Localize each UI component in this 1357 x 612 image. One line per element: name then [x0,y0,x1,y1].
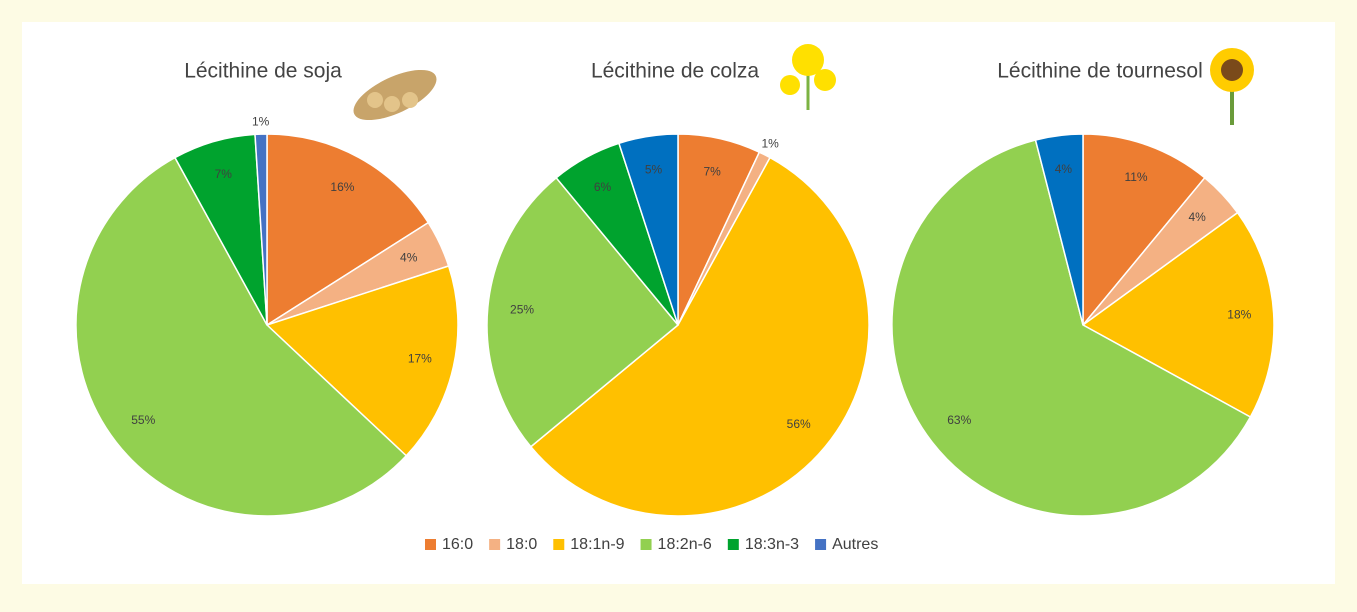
data-label: 63% [947,413,971,427]
legend-swatch [489,539,500,550]
data-label: 4% [400,250,418,264]
data-label: 11% [1124,170,1147,184]
data-label: 7% [703,164,721,178]
legend-swatch [641,539,652,550]
data-label: 55% [131,413,155,427]
legend-label: 18:1n-9 [570,536,624,553]
data-label: 1% [252,114,270,128]
data-label: 4% [1055,162,1073,176]
data-label: 7% [215,167,233,181]
data-label: 1% [761,136,779,150]
data-label: 25% [510,302,534,316]
plots: Lécithine de soja 16% 4% 17% 55% 7% 1% Lécithin… [76,60,1274,554]
data-label: 6% [594,180,612,194]
legend-label: Autres [832,536,878,553]
legend-label: 18:0 [506,536,537,553]
chart-title: Lécithine de soja [184,60,342,83]
data-label: 4% [1188,210,1206,224]
data-label: 18% [1227,307,1251,321]
data-label: 17% [408,351,432,365]
chart-title: Lécithine de colza [591,60,759,83]
legend-label: 18:2n-6 [658,536,712,553]
data-label: 16% [330,180,354,194]
legend-swatch [553,539,564,550]
data-label: 56% [787,417,811,431]
legend-label: 18:3n-3 [745,536,799,553]
legend-swatch [425,539,436,550]
legend-swatch [728,539,739,550]
data-label: 5% [645,162,663,176]
legend-swatch [815,539,826,550]
legend-label: 16:0 [442,536,473,553]
chart-title: Lécithine de tournesol [997,60,1202,83]
chart: Lécithine de soja 16% 4% 17% 55% 7% 1% Lécithin… [0,0,1357,612]
